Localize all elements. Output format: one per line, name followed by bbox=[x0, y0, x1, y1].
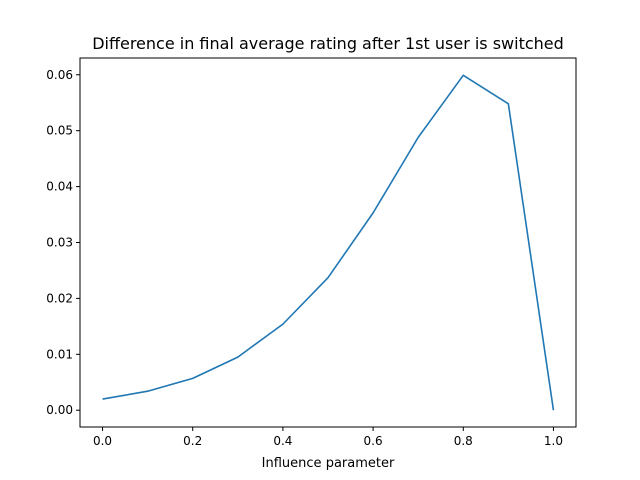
x-tick-label: 0.4 bbox=[273, 434, 292, 448]
y-tick-label: 0.02 bbox=[46, 291, 73, 305]
chart-title: Difference in final average rating after… bbox=[92, 34, 564, 53]
x-tick-label: 0.0 bbox=[93, 434, 112, 448]
y-tick-label: 0.06 bbox=[46, 68, 73, 82]
y-tick-label: 0.05 bbox=[46, 124, 73, 138]
x-tick-label: 0.2 bbox=[183, 434, 202, 448]
x-axis-label: Influence parameter bbox=[262, 456, 395, 471]
x-tick-label: 1.0 bbox=[544, 434, 563, 448]
series-line bbox=[102, 74, 555, 411]
x-tick-label: 0.6 bbox=[364, 434, 383, 448]
y-axis: 0.00 0.01 0.02 0.03 0.04 0.05 0.06 bbox=[46, 68, 80, 417]
series-layer bbox=[102, 74, 555, 411]
y-tick-label: 0.04 bbox=[46, 180, 73, 194]
x-axis: 0.0 0.2 0.4 0.6 0.8 1.0 bbox=[93, 427, 563, 448]
plot-frame bbox=[79, 57, 577, 428]
x-tick-label: 0.8 bbox=[454, 434, 473, 448]
y-tick-label: 0.03 bbox=[46, 236, 73, 250]
plot-area bbox=[79, 57, 577, 428]
y-tick-label: 0.00 bbox=[46, 403, 73, 417]
y-tick-label: 0.01 bbox=[46, 347, 73, 361]
